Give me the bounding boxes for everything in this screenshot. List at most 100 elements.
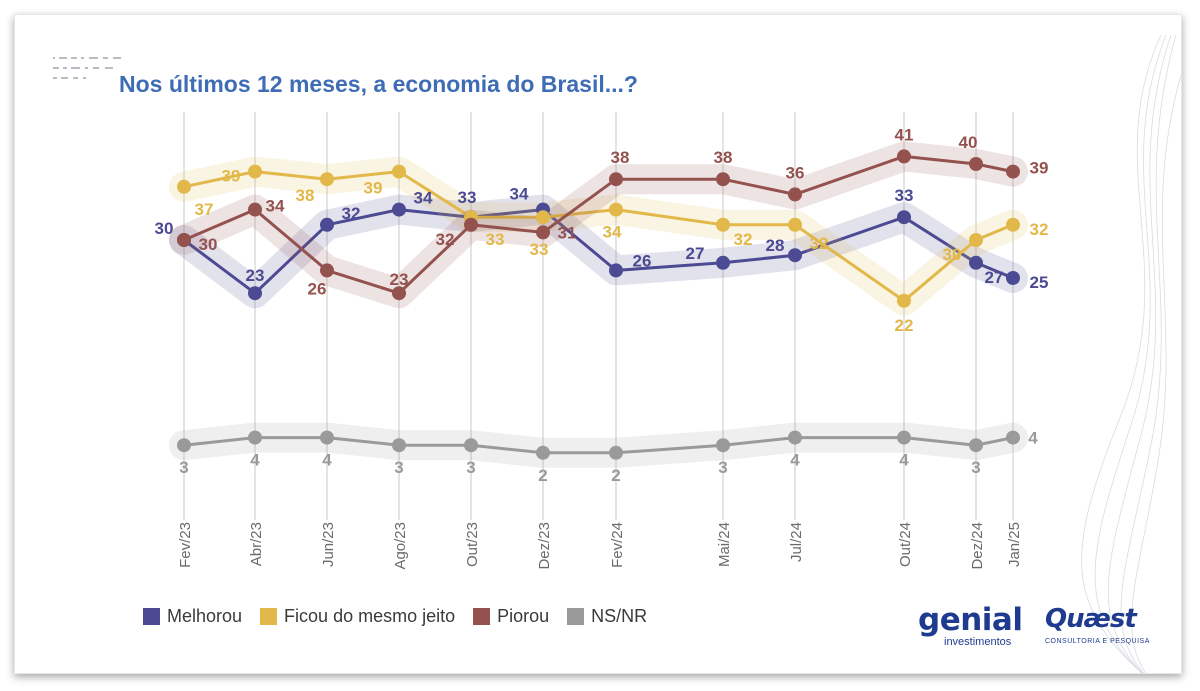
data-label-piorou-9: 41 [895, 125, 914, 144]
data-label-melhorou-6: 26 [633, 251, 652, 270]
chart-legend: Melhorou Ficou do mesmo jeito Piorou NS/… [143, 606, 647, 627]
data-point-ficou-6 [609, 202, 623, 217]
data-label-melhorou-10: 27 [985, 268, 1004, 287]
data-point-piorou-6 [609, 172, 623, 187]
data-point-melhorou-10 [969, 255, 983, 270]
data-label-ficou-2: 38 [296, 186, 315, 205]
data-point-ficou-2 [320, 172, 334, 187]
data-label-melhorou-1: 23 [246, 266, 265, 285]
data-label-melhorou-4: 33 [458, 188, 477, 207]
data-label-piorou-3: 23 [390, 270, 409, 289]
data-point-nsnr-4 [464, 438, 478, 453]
data-label-ficou-11: 32 [1030, 220, 1049, 239]
data-point-melhorou-2 [320, 217, 334, 232]
genial-logo: genial investimentos [918, 602, 1033, 652]
data-label-piorou-2: 26 [308, 279, 327, 298]
data-point-ficou-1 [248, 164, 262, 179]
data-point-piorou-5 [536, 225, 550, 240]
quaest-logo-text: Quæst [1045, 604, 1137, 634]
x-tick-label-8: Jul/24 [788, 522, 805, 562]
data-label-ficou-1: 39 [222, 167, 241, 186]
data-point-melhorou-7 [716, 255, 730, 270]
data-point-ficou-5 [536, 210, 550, 225]
x-tick-label-6: Fev/24 [609, 522, 626, 568]
data-label-nsnr-5: 2 [538, 466, 547, 485]
x-tick-label-7: Mai/24 [716, 522, 733, 567]
slide-frame: Nos últimos 12 meses, a economia do Bras… [14, 14, 1182, 674]
data-point-piorou-2 [320, 263, 334, 278]
data-label-piorou-8: 36 [786, 163, 805, 182]
x-tick-label-2: Jun/23 [320, 522, 337, 567]
data-point-melhorou-8 [788, 248, 802, 263]
data-point-nsnr-2 [320, 430, 334, 445]
data-label-melhorou-5: 34 [510, 185, 529, 204]
data-label-melhorou-2: 32 [342, 204, 361, 223]
data-point-piorou-9 [897, 149, 911, 164]
data-point-piorou-3 [392, 286, 406, 301]
x-tick-label-3: Ago/23 [392, 522, 409, 570]
legend-item-piorou: Piorou [473, 606, 549, 627]
data-label-piorou-11: 39 [1030, 159, 1049, 178]
legend-label-ficou: Ficou do mesmo jeito [284, 606, 456, 626]
data-point-ficou-3 [392, 164, 406, 179]
data-label-ficou-7: 32 [734, 230, 753, 249]
quaest-logo-subtext: CONSULTORIA E PESQUISA [1045, 638, 1150, 645]
data-point-melhorou-1 [248, 286, 262, 301]
data-label-ficou-9: 22 [895, 316, 914, 335]
legend-item-melhorou: Melhorou [143, 606, 242, 627]
data-label-ficou-3: 39 [364, 179, 383, 198]
data-label-melhorou-9: 33 [895, 186, 914, 205]
data-point-ficou-10 [969, 233, 983, 247]
legend-item-nsnr: NS/NR [567, 606, 647, 627]
x-tick-label-10: Dez/24 [969, 522, 986, 570]
data-label-piorou-0: 30 [199, 235, 218, 254]
data-label-nsnr-11: 4 [1028, 429, 1038, 448]
series-line-ficou [183, 170, 1014, 303]
data-point-ficou-0 [177, 179, 191, 194]
data-point-piorou-4 [464, 217, 478, 232]
legend-label-nsnr: NS/NR [591, 606, 648, 626]
genial-logo-subtext: investimentos [944, 636, 1012, 648]
data-point-nsnr-0 [177, 438, 191, 453]
decorative-wave-lines [1081, 34, 1181, 673]
data-label-melhorou-7: 27 [686, 244, 705, 263]
data-point-nsnr-5 [536, 445, 550, 460]
data-label-melhorou-0: 30 [155, 219, 174, 238]
data-label-nsnr-9: 4 [899, 451, 909, 470]
chart-title: Nos últimos 12 meses, a economia do Bras… [119, 71, 638, 97]
data-point-piorou-1 [248, 202, 262, 217]
legend-label-piorou: Piorou [497, 606, 550, 626]
data-label-ficou-0: 37 [195, 200, 214, 219]
data-point-nsnr-9 [897, 430, 911, 445]
data-label-piorou-1: 34 [266, 197, 285, 216]
data-label-nsnr-10: 3 [971, 458, 980, 477]
data-point-ficou-9 [897, 293, 911, 308]
legend-swatch-piorou [473, 608, 491, 625]
data-point-ficou-8 [788, 217, 802, 232]
data-point-melhorou-6 [609, 263, 623, 278]
series-line-nsnr [183, 436, 1014, 455]
data-label-piorou-5: 31 [558, 223, 577, 242]
series-line-piorou [183, 154, 1014, 295]
data-point-piorou-8 [788, 187, 802, 202]
data-label-ficou-5: 33 [530, 240, 549, 259]
data-label-nsnr-1: 4 [250, 451, 260, 470]
x-tick-label-1: Abr/23 [248, 522, 265, 566]
series-band-nsnr [169, 422, 1028, 468]
data-point-piorou-7 [716, 172, 730, 187]
legend-item-ficou: Ficou do mesmo jeito [260, 606, 455, 627]
data-label-melhorou-11: 25 [1030, 273, 1049, 292]
data-point-melhorou-3 [392, 202, 406, 217]
x-tick-label-0: Fev/23 [177, 522, 194, 568]
series-line-melhorou [183, 208, 1014, 295]
x-tick-label-4: Out/23 [464, 522, 481, 567]
decorative-dot-pattern [53, 57, 121, 79]
data-point-nsnr-6 [609, 445, 623, 460]
data-point-piorou-0 [177, 233, 191, 247]
data-label-ficou-6: 34 [603, 223, 622, 242]
data-label-nsnr-8: 4 [790, 451, 800, 470]
data-point-nsnr-3 [392, 438, 406, 453]
data-label-nsnr-2: 4 [322, 451, 332, 470]
data-label-nsnr-7: 3 [718, 458, 727, 477]
